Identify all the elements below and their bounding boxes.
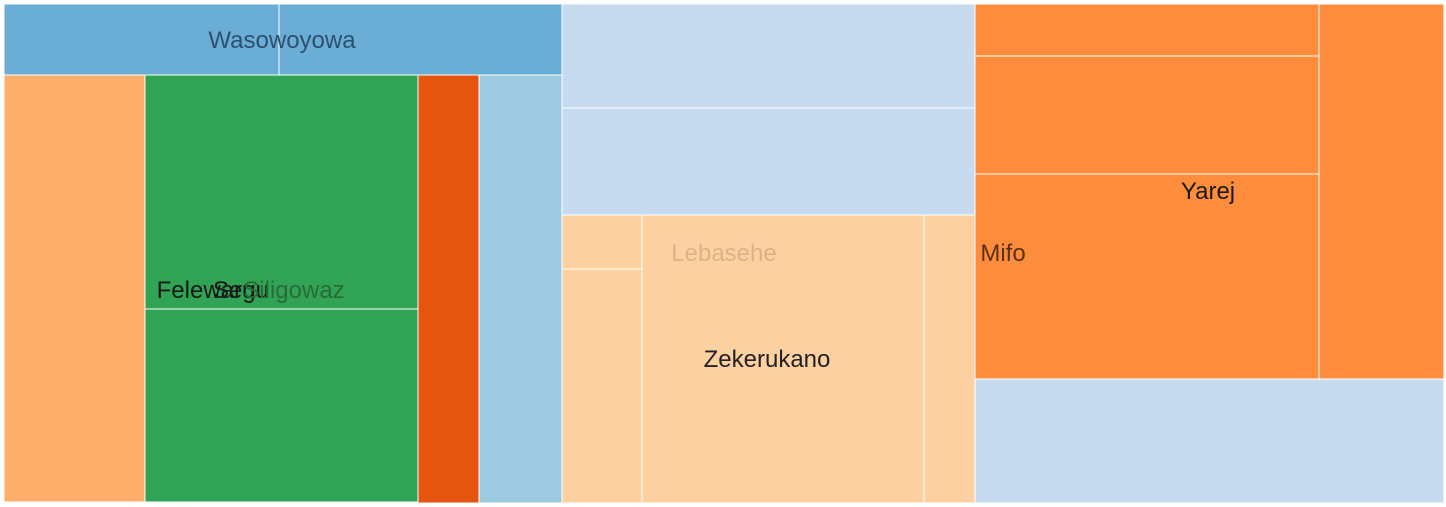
treemap-cell-c15 bbox=[974, 55, 1320, 175]
treemap-label-yarej: Yarej bbox=[1181, 178, 1235, 205]
treemap-cell-c2 bbox=[278, 3, 563, 76]
treemap-cell-c1 bbox=[3, 3, 280, 76]
treemap-cell-c14 bbox=[974, 3, 1320, 57]
treemap-cell-c7 bbox=[478, 74, 563, 504]
treemap-cell-c4 bbox=[144, 74, 419, 310]
treemap-cell-c3 bbox=[3, 74, 146, 503]
treemap-label-lebasehe: Lebasehe bbox=[671, 240, 776, 267]
treemap-cell-c16 bbox=[974, 173, 1320, 380]
treemap-cell-c8 bbox=[561, 3, 976, 109]
treemap-label-mifo: Mifo bbox=[980, 240, 1025, 267]
treemap-cell-c9 bbox=[561, 107, 976, 216]
treemap-label-segu: Segu bbox=[213, 277, 269, 304]
treemap-cell-c13 bbox=[923, 214, 976, 504]
treemap-cells bbox=[3, 3, 1445, 504]
treemap-label-zekerukano: Zekerukano bbox=[704, 346, 831, 373]
treemap-cell-c6 bbox=[417, 74, 480, 504]
treemap-cell-c17 bbox=[1318, 3, 1445, 380]
treemap-cell-c18 bbox=[974, 378, 1445, 504]
treemap-cell-c10 bbox=[561, 214, 643, 270]
treemap-cell-c5 bbox=[144, 308, 419, 503]
treemap-cell-c12 bbox=[641, 214, 925, 504]
treemap-cell-c11 bbox=[561, 268, 643, 504]
treemap-label-wasowoyowa: Wasowoyowa bbox=[208, 27, 356, 54]
treemap-label-siligowaz: Siligowaz bbox=[243, 277, 344, 304]
treemap-label-felewaru: Felewaru bbox=[157, 277, 256, 304]
